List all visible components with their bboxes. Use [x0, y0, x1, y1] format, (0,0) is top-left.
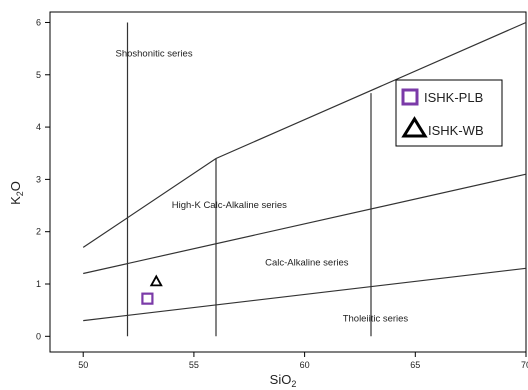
data-point-ishk-wb: [149, 274, 163, 287]
x-axis-ticks: 50 55 60 65 70: [78, 352, 528, 370]
x-axis-title: SiO2: [270, 372, 297, 389]
legend-label-ishk-wb: ISHK-WB: [428, 123, 484, 138]
legend-marker-ishk-wb: [401, 116, 428, 138]
tholeiitic-boundary-line: [83, 267, 527, 322]
y-tick-label: 4: [36, 122, 41, 132]
region-label: Calc-Alkaline series: [265, 258, 349, 269]
y-tick-label: 0: [36, 331, 41, 341]
x-tick-label: 55: [189, 360, 199, 370]
plot-border: [49, 11, 527, 353]
x-tick-label: 70: [521, 360, 528, 370]
legend-label-ishk-plb: ISHK-PLB: [424, 90, 483, 105]
x-tick-label: 65: [410, 360, 420, 370]
region-label: Shoshonitic series: [116, 48, 193, 59]
legend: ISHK-PLB ISHK-WB: [395, 79, 503, 147]
y-tick-label: 1: [36, 279, 41, 289]
data-point-ishk-plb: [141, 292, 154, 305]
region-labels: Shoshonitic series High-K Calc-Alkaline s…: [116, 48, 409, 324]
y-axis-ticks: 0 1 2 3 4 5 6: [36, 17, 50, 341]
series-boundary-lines: [82, 21, 527, 337]
high-k-boundary-line: [83, 173, 527, 275]
region-label: High-K Calc-Alkaline series: [172, 200, 287, 211]
legend-marker-ishk-plb: [401, 88, 419, 106]
y-tick-label: 3: [36, 174, 41, 184]
y-tick-label: 5: [36, 70, 41, 80]
region-label: Tholeiitic series: [343, 314, 409, 325]
x-tick-label: 60: [300, 360, 310, 370]
y-tick-label: 2: [36, 227, 41, 237]
x-tick-label: 50: [78, 360, 88, 370]
plot-frame: [49, 11, 527, 353]
y-tick-label: 6: [36, 17, 41, 27]
data-points: [141, 274, 163, 305]
y-axis-title: K2O: [8, 181, 25, 205]
